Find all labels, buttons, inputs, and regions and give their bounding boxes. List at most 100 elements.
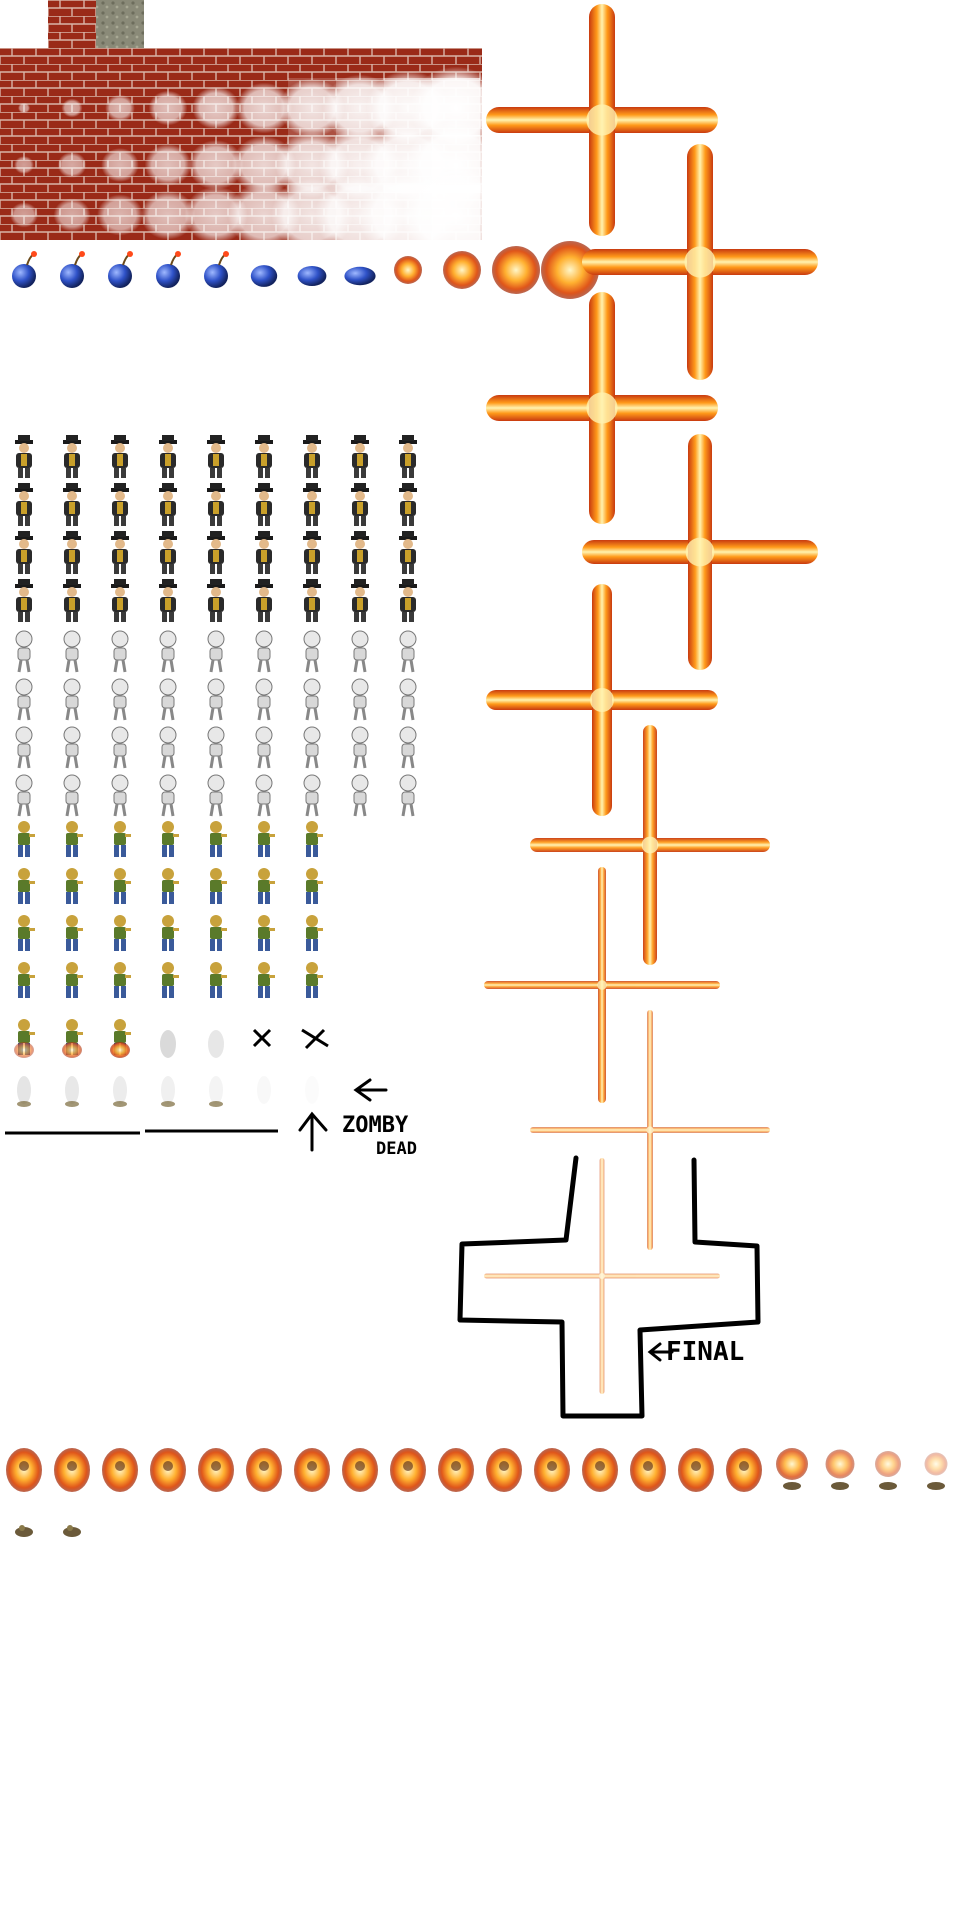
gangster-frame (63, 435, 81, 478)
zombie-frame (210, 821, 227, 857)
zombie-frame (66, 868, 83, 904)
skeleton-frame (255, 726, 273, 769)
brick-fade-frame (57, 152, 87, 178)
gangster-frame (255, 483, 273, 526)
brick-fade-frame (14, 156, 34, 174)
rock-tile (96, 0, 144, 48)
brick-fade-frame (61, 98, 83, 118)
dead-label: DEAD (376, 1139, 417, 1159)
brick-fade-frame (10, 202, 38, 228)
zombie-ghost-frame (257, 1076, 271, 1104)
zombie-frame (306, 868, 323, 904)
zombie-ghost-frame (209, 1076, 223, 1107)
burning-death-frame (294, 1448, 330, 1492)
zombie-frame (66, 821, 83, 857)
bomb-frame (250, 265, 278, 287)
burning-death-frame (582, 1448, 618, 1492)
gangster-frame (111, 435, 129, 478)
skeleton-frame (207, 630, 225, 673)
skeleton-frame (15, 726, 33, 769)
zombie-frame (258, 962, 275, 998)
skeleton-frame (63, 678, 81, 721)
skeleton-frame (15, 678, 33, 721)
cross-explosion-frame (582, 144, 818, 380)
burning-death-frame (63, 1525, 81, 1537)
x-mark-icon (301, 1028, 329, 1050)
bomb-blast-frame (394, 256, 422, 284)
final-label: FINAL (666, 1337, 744, 1367)
skeleton-frame (303, 774, 321, 817)
gangster-frame (351, 435, 369, 478)
skeleton-frame (351, 630, 369, 673)
skeleton-frame (159, 678, 177, 721)
gangster-frame (351, 483, 369, 526)
zombie-frame (258, 915, 275, 951)
zombie-frame (306, 962, 323, 998)
skeleton-frame (207, 726, 225, 769)
zombie-ghost-frame (161, 1076, 175, 1107)
gangster-frame (111, 579, 129, 622)
zombie-frame (162, 962, 179, 998)
gangster-frame (399, 435, 417, 478)
bomb-blast-frame (492, 246, 540, 294)
gangster-frame (159, 435, 177, 478)
bomb-frame (60, 251, 85, 288)
burning-death-frame (198, 1448, 234, 1492)
gangster-frame (399, 579, 417, 622)
zomby-label: ZOMBY (342, 1113, 409, 1138)
gangster-frame (159, 531, 177, 574)
zombie-frame (114, 962, 131, 998)
x-mark-icon (252, 1028, 272, 1048)
bomb-fuse-and-blast-frames (12, 241, 599, 299)
cross-explosion-frame (486, 4, 718, 236)
zombie-frame (306, 821, 323, 857)
skeleton-frame (63, 726, 81, 769)
zombie-frame (66, 962, 83, 998)
zombie-frame (18, 821, 35, 857)
zombie-frame (18, 868, 35, 904)
burning-death-frame (630, 1448, 666, 1492)
zombie-frame (66, 915, 83, 951)
final-cross-outline (457, 1155, 761, 1419)
burning-death-frame (390, 1448, 426, 1492)
gangster-frame (111, 531, 129, 574)
skeleton-frame (111, 630, 129, 673)
brick-fade-frame (97, 194, 143, 236)
burning-death-frame (246, 1448, 282, 1492)
skeleton-frame (15, 630, 33, 673)
gangster-frame (63, 483, 81, 526)
zombie-frame (162, 915, 179, 951)
zombie-ghost-frame (17, 1076, 31, 1107)
skeleton-frame (63, 630, 81, 673)
skeleton-frame (399, 726, 417, 769)
gangster-frame (63, 579, 81, 622)
gangster-frame (303, 579, 321, 622)
zombie-ghost-frame (65, 1076, 79, 1107)
skeleton-frame (255, 774, 273, 817)
zombie-frame (114, 821, 131, 857)
gangster-frame (351, 531, 369, 574)
burning-death-frame (438, 1448, 474, 1492)
burning-death-frame (6, 1448, 42, 1492)
gangster-frame (159, 483, 177, 526)
cross-explosion-frame (484, 867, 720, 1103)
cross-explosion-frame (530, 1010, 770, 1250)
skeleton-frame (159, 726, 177, 769)
skeleton-frame (63, 774, 81, 817)
burning-death-frame (776, 1448, 808, 1490)
burning-death-frame (102, 1448, 138, 1492)
burning-death-frame (534, 1448, 570, 1492)
brick-fade-frame (148, 90, 188, 126)
gangster-frame (111, 483, 129, 526)
brick-wall-destruction-frames (0, 48, 510, 264)
burning-death-frame (15, 1525, 33, 1537)
zombie-frame (258, 868, 275, 904)
arrow-left-icon (647, 1342, 674, 1362)
zombie-death-frames (14, 1019, 319, 1107)
skeleton-frame (351, 774, 369, 817)
zombie-frame (258, 821, 275, 857)
gangster-frame (207, 579, 225, 622)
gangster-walk-frames (15, 435, 417, 622)
gangster-frame (207, 435, 225, 478)
